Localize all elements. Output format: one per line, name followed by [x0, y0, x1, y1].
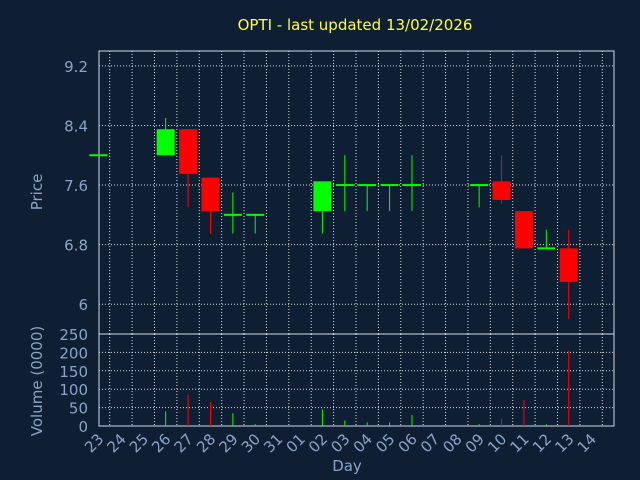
day-axis-label: Day [332, 457, 362, 475]
price-tick-label: 7.6 [64, 177, 88, 195]
candle-body [559, 248, 578, 282]
volume-tick-label: 100 [59, 381, 88, 399]
price-tick-label: 8.4 [64, 117, 88, 135]
volume-tick-label: 250 [59, 326, 88, 344]
candle-body [402, 184, 421, 187]
candle-body [223, 213, 242, 216]
volume-tick-label: 150 [59, 363, 88, 381]
day-tick-label: 14 [574, 430, 600, 456]
price-tick-label: 9.2 [64, 58, 88, 76]
candle-body [246, 213, 265, 216]
price-tick-label: 6 [78, 296, 88, 314]
candle-body [492, 181, 511, 200]
volume-plot-frame [98, 333, 615, 427]
price-axis-label: Price [28, 174, 46, 211]
volume-tick-label: 200 [59, 344, 88, 362]
volume-axis-label: Volume (0000) [28, 326, 46, 436]
candle-body [358, 184, 377, 187]
candle-body [470, 184, 489, 187]
candle-body [514, 211, 533, 249]
candle-body [156, 129, 175, 156]
price-panel: 9.2 8.4 7.6 6.8 6 [64, 50, 615, 335]
candle-body [201, 177, 220, 212]
volume-tick-label: 0 [78, 418, 88, 436]
candle-body [313, 181, 332, 212]
chart-title: OPTI - last updated 13/02/2026 [238, 16, 473, 34]
candle-body [89, 154, 108, 157]
price-plot-frame [98, 50, 615, 335]
candle-body [335, 184, 354, 187]
volume-panel: 2502001501005002324252627282930310102030… [59, 326, 615, 456]
candle-body [380, 184, 399, 187]
candle-body [537, 247, 556, 250]
price-tick-label: 6.8 [64, 237, 88, 255]
candle-body [179, 129, 198, 174]
volume-tick-label: 50 [69, 400, 88, 418]
